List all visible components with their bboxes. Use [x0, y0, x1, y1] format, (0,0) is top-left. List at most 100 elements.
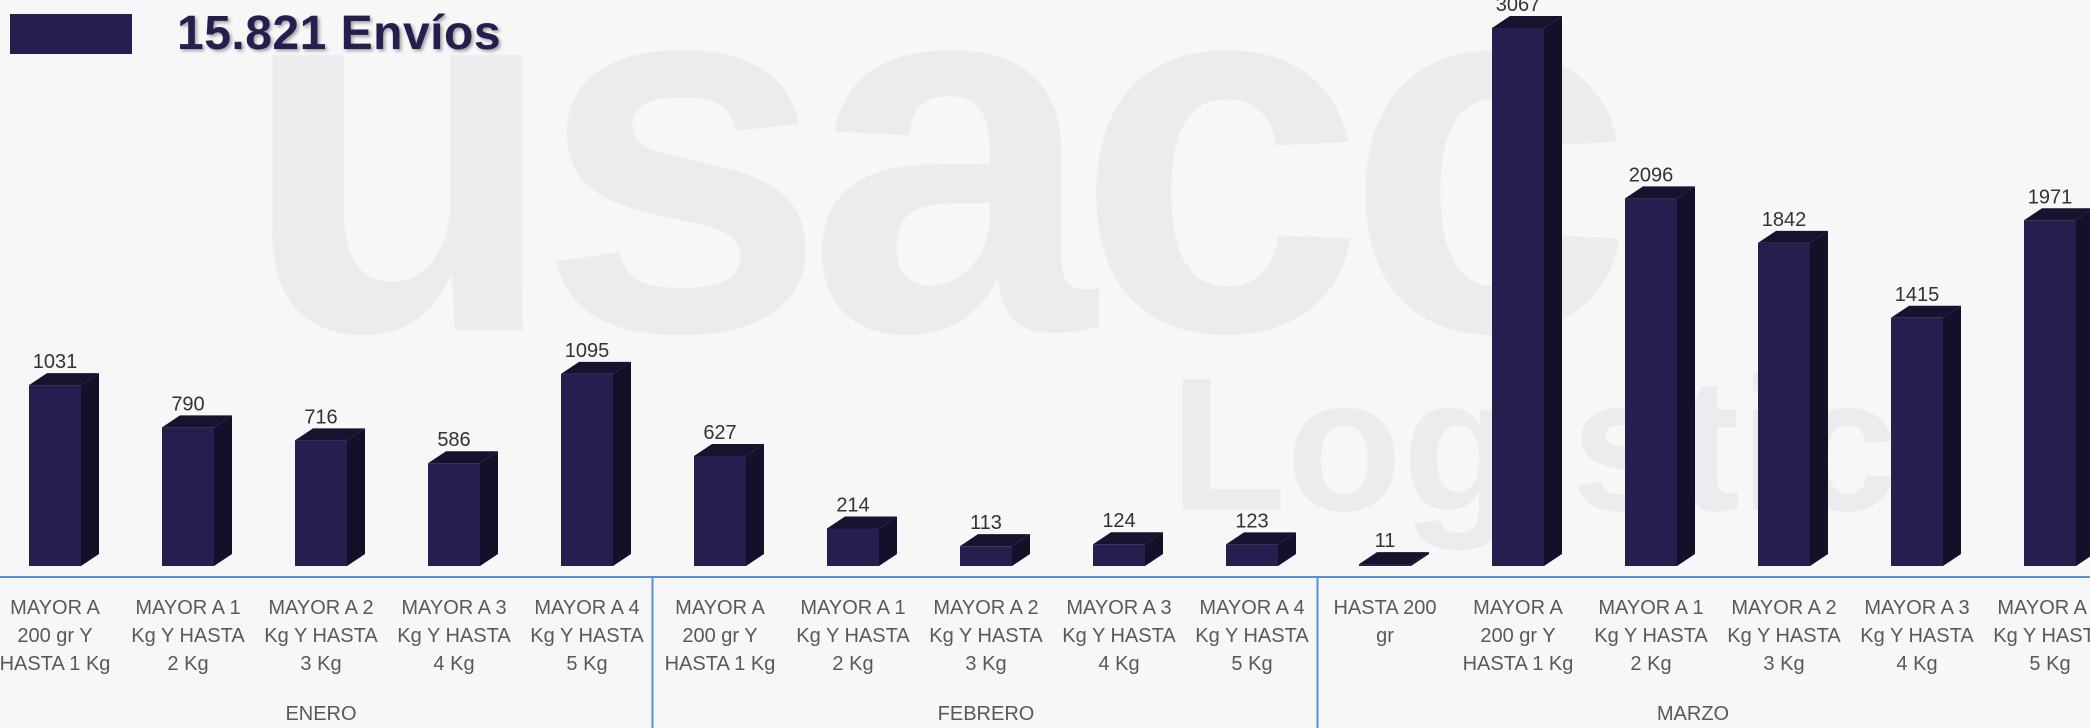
category-label-line: Kg Y HASTA: [1062, 625, 1176, 647]
group-label: ENERO: [285, 703, 356, 725]
category-label-line: MAYOR A 3: [1864, 597, 1969, 619]
category-label-line: 5 Kg: [1231, 653, 1272, 675]
bar-side: [1411, 552, 1429, 566]
category-label-line: Kg Y HASTA: [1727, 625, 1841, 647]
data-label: 113: [970, 512, 1002, 534]
category-label-line: MAYOR A 3: [401, 597, 506, 619]
category-label-line: MAYOR A 2: [268, 597, 373, 619]
bar-side: [613, 361, 631, 566]
category-label-line: Kg Y HASTA: [1594, 625, 1708, 647]
data-label: 1842: [1762, 209, 1807, 231]
category-label-line: gr: [1376, 625, 1394, 647]
category-label-line: 4 Kg: [1896, 653, 1937, 675]
bar-side: [1943, 305, 1961, 566]
bar: [1891, 305, 1961, 566]
bar-front: [1093, 544, 1145, 566]
bar: [1359, 552, 1429, 566]
category-label-line: HASTA 1 Kg: [0, 653, 110, 675]
category-label-line: MAYOR A 2: [1731, 597, 1836, 619]
category-axis: MAYOR A 200 gr Y HASTA 1 Kg MAYOR A 1 Kg Y H…: [0, 576, 2090, 728]
category-label: MAYOR A 1 Kg Y HASTA 2 Kg: [796, 597, 910, 675]
category-label-line: 4 Kg: [433, 653, 474, 675]
data-label: 2096: [1629, 164, 1674, 186]
bar-top: [1492, 16, 1562, 28]
bar: [827, 516, 897, 566]
bar: [1625, 186, 1695, 566]
category-label: MAYOR A 200 gr Y HASTA 1 Kg: [1463, 597, 1574, 675]
bar-top: [694, 444, 764, 457]
data-label: 716: [304, 406, 337, 428]
category-label-line: Kg Y HASTA: [1860, 625, 1974, 647]
bar-front: [1226, 544, 1278, 566]
category-label-line: MAYOR A 2: [933, 597, 1038, 619]
data-label: 1971: [2028, 186, 2073, 208]
category-label-line: MAYOR A 3: [1066, 597, 1171, 619]
bar-front: [1758, 242, 1810, 566]
category-label-line: MAYOR A 1: [135, 597, 240, 619]
category-label-line: 2 Kg: [1630, 653, 1671, 675]
bar-front: [1359, 564, 1411, 566]
category-label-line: HASTA 200: [1333, 597, 1436, 619]
category-label: MAYOR A 3 Kg Y HASTA 4 Kg: [397, 597, 511, 675]
data-label: 1095: [565, 340, 610, 362]
bar-top: [561, 361, 631, 374]
bar-top: [960, 534, 1030, 547]
category-label-line: 4 Kg: [1098, 653, 1139, 675]
category-label-line: MAYOR A 4: [1997, 597, 2090, 619]
category-label-line: MAYOR A: [1473, 597, 1563, 619]
bar-top: [1359, 552, 1429, 565]
category-label-line: MAYOR A: [10, 597, 100, 619]
bar-top: [29, 373, 99, 386]
category-label-line: 2 Kg: [832, 653, 873, 675]
bar-side: [480, 451, 498, 566]
bar: [295, 428, 365, 566]
category-label-line: 5 Kg: [2029, 653, 2070, 675]
data-label: 627: [703, 422, 736, 444]
bar: [1492, 16, 1562, 566]
category-label-line: Kg Y HASTA: [796, 625, 910, 647]
bar-side: [214, 415, 232, 566]
data-label: 123: [1235, 510, 1268, 532]
bar-front: [694, 456, 746, 566]
category-label: MAYOR A 4 Kg Y HASTA 5 Kg: [1993, 597, 2090, 675]
category-label-line: Kg Y HASTA: [530, 625, 644, 647]
category-label: MAYOR A 2 Kg Y HASTA 3 Kg: [1727, 597, 1841, 675]
category-label: MAYOR A 4 Kg Y HASTA 5 Kg: [530, 597, 644, 675]
bar: [29, 373, 99, 566]
category-label: MAYOR A 4 Kg Y HASTA 5 Kg: [1195, 597, 1309, 675]
bar-side: [1278, 532, 1296, 566]
bar-front: [1891, 317, 1943, 566]
bar-front: [1492, 28, 1544, 566]
legend-label: 15.821 Envíos: [177, 7, 502, 60]
watermark-text: usacc: [240, 0, 1621, 441]
data-label: 790: [171, 393, 204, 415]
category-label-line: Kg Y HASTA: [131, 625, 245, 647]
category-label-line: 5 Kg: [566, 653, 607, 675]
bar-top: [1093, 532, 1163, 545]
category-label: HASTA 200 gr: [1333, 597, 1436, 647]
category-label: MAYOR A 3 Kg Y HASTA 4 Kg: [1062, 597, 1176, 675]
bar: [2024, 208, 2090, 567]
bar-side: [347, 428, 365, 566]
data-label: 1415: [1895, 284, 1940, 306]
data-label: 11: [1375, 530, 1396, 552]
category-label-line: 2 Kg: [167, 653, 208, 675]
category-label-line: Kg Y HASTA: [929, 625, 1043, 647]
bar-side: [879, 516, 897, 566]
bar: [561, 361, 631, 566]
category-label-line: Kg Y HASTA: [1993, 625, 2090, 647]
category-label-line: MAYOR A 4: [534, 597, 639, 619]
bar: [960, 534, 1030, 566]
bar: [162, 415, 232, 566]
category-label: MAYOR A 3 Kg Y HASTA 4 Kg: [1860, 597, 1974, 675]
bar-side: [2076, 210, 2090, 566]
bar-top: [1891, 305, 1961, 318]
bar-side: [1677, 186, 1695, 566]
category-label-line: Kg Y HASTA: [264, 625, 378, 647]
bar-front: [827, 528, 879, 566]
category-label: MAYOR A 2 Kg Y HASTA 3 Kg: [264, 597, 378, 675]
bar: [428, 451, 498, 566]
bar-front: [1625, 198, 1677, 566]
data-label: 124: [1102, 510, 1135, 532]
